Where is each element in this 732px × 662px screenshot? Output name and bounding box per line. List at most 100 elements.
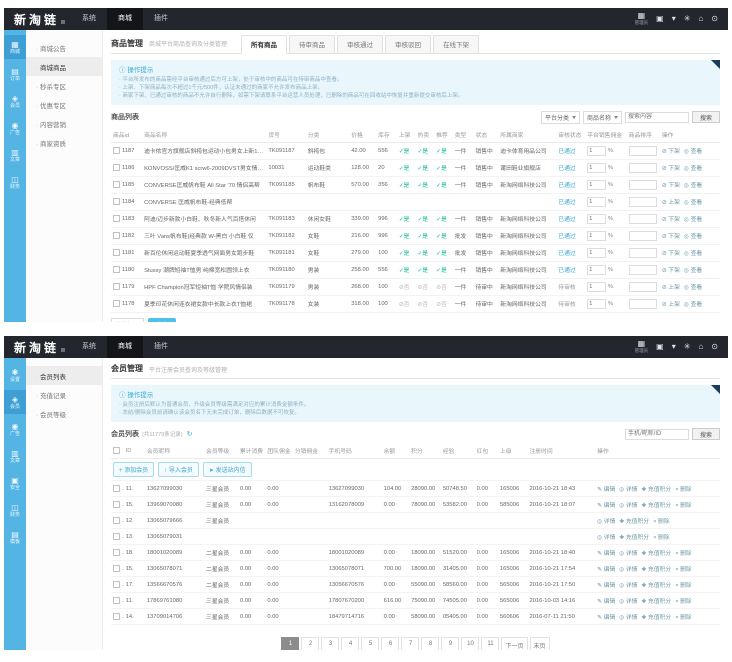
sidebar-menu-item[interactable]: 会员等级 [26,404,102,423]
row-checkbox[interactable] [113,516,120,524]
on-shelf-toggle[interactable]: ✓是 [398,251,410,257]
action-delete[interactable]: × 删除 [675,615,692,621]
on-shelf-toggle[interactable]: ✓是 [398,166,410,172]
power-icon[interactable]: ⊙ [711,341,718,351]
sidebar-menu-item[interactable]: 会员列表 [26,366,102,385]
clear-cache-icon[interactable]: ✳ [683,341,691,351]
admin-apps-icon[interactable]: ▦ 管理员 [634,339,649,354]
action-view[interactable]: ◎ 查看 [683,166,703,172]
recommend-toggle[interactable]: ✓是 [436,166,447,172]
recommend-toggle[interactable]: ✓是 [436,149,447,155]
page-button[interactable]: 3 [321,637,340,650]
action-recharge[interactable]: ✚ 充值积分 [641,503,672,509]
recommend-toggle[interactable]: ✓是 [436,268,447,274]
sort-input[interactable] [628,179,657,190]
action-delete[interactable]: × 删除 [675,503,692,509]
rail-security[interactable]: ▣ 安全 [9,476,20,491]
hot-toggle[interactable]: ✓是 [417,251,429,257]
field-filter-select[interactable]: 商品名称 [582,110,622,124]
caret-down-icon[interactable]: ▾ [671,341,676,351]
hot-toggle[interactable]: ✓是 [417,217,429,223]
page-button[interactable]: 6 [381,637,400,650]
rail-ad[interactable]: ◉ 广告 [9,422,20,437]
send-message-button[interactable]: ➤ 发送站内信 [202,462,252,477]
sidebar-menu-item[interactable]: 商家资质 [26,133,102,152]
action-off-shelf[interactable]: ⊘ 下架 [661,268,680,274]
member-search-input[interactable] [624,428,689,440]
hot-toggle[interactable]: ✓是 [417,149,429,155]
import-member-button[interactable]: ↑ 导入会员 [158,462,199,477]
page-button[interactable]: 7 [401,637,420,650]
action-recharge[interactable]: ✚ 充值积分 [641,551,672,557]
sidebar-menu-item[interactable]: 充值记录 [26,385,102,404]
page-button[interactable]: 5 [361,637,380,650]
sidebar-menu-item[interactable]: 优惠专区 [26,95,102,114]
commission-input[interactable] [587,230,607,241]
caret-down-icon[interactable]: ▾ [671,13,676,23]
add-member-button[interactable]: + 添加会员 [113,462,155,477]
action-off-shelf[interactable]: ⊘ 下架 [661,251,680,257]
row-checkbox[interactable] [113,612,120,620]
recommend-toggle[interactable]: ⊘否 [436,285,447,291]
action-detail[interactable]: ◎ 详情 [619,599,638,605]
recommend-toggle[interactable]: ✓是 [436,217,447,223]
action-recharge[interactable]: ✚ 充值积分 [641,599,672,605]
action-on-shelf[interactable]: ⊘ 上架 [661,200,680,206]
row-checkbox[interactable] [113,146,120,154]
page-button[interactable]: 2 [301,637,320,650]
sort-input[interactable] [628,264,657,275]
theme-image-icon[interactable]: ▣ [656,13,664,23]
action-delete[interactable]: × 删除 [675,567,692,573]
action-recharge[interactable]: ✚ 充值积分 [619,519,650,525]
action-delete[interactable]: × 删除 [675,599,692,605]
nav-item[interactable]: 商城 [107,8,144,30]
nav-item[interactable]: 商城 [107,336,144,358]
refresh-icon[interactable]: ↻ [186,431,193,438]
page-button[interactable]: 9 [441,637,460,650]
action-on-shelf[interactable]: ⊘ 上架 [661,285,680,291]
action-detail[interactable]: ◎ 详情 [619,551,638,557]
tab[interactable]: 审核驳回 [385,35,432,53]
row-checkbox[interactable] [113,214,120,222]
action-edit[interactable]: ✎ 编辑 [597,487,616,493]
action-delete[interactable]: × 删除 [675,551,692,557]
row-checkbox[interactable] [113,299,120,307]
action-view[interactable]: ◎ 查看 [683,302,703,308]
rail-settings[interactable]: ✱ 设置 [9,368,20,383]
action-off-shelf[interactable]: ⊘ 下架 [661,149,680,155]
nav-item[interactable]: 系统 [82,343,97,350]
action-view[interactable]: ◎ 查看 [683,217,703,223]
on-shelf-toggle[interactable]: ✓是 [398,268,410,274]
on-shelf-toggle[interactable]: ✓是 [398,217,410,223]
commission-input[interactable] [587,179,607,190]
sort-input[interactable] [628,145,657,156]
row-checkbox[interactable] [113,580,120,588]
home-icon[interactable]: ⌂ [698,13,704,23]
sidebar-menu-item[interactable]: 内容营销 [26,114,102,133]
admin-apps-icon[interactable]: ▦ 管理员 [634,11,649,26]
sort-input[interactable] [628,162,657,173]
sidebar-menu-item[interactable]: 商城商品 [26,57,102,76]
sort-input[interactable] [628,281,657,292]
page-button[interactable]: 下一页 [501,637,528,650]
bulk-action-select[interactable]: 请选择 [111,317,145,322]
action-view[interactable]: ◎ 查看 [683,268,703,274]
row-checkbox[interactable] [113,532,120,540]
action-view[interactable]: ◎ 查看 [683,149,703,155]
commission-input[interactable] [587,162,607,173]
action-edit[interactable]: ✎ 编辑 [597,551,616,557]
row-checkbox[interactable] [113,248,120,256]
on-shelf-toggle[interactable]: ⊘否 [398,302,410,308]
action-on-shelf[interactable]: ⊘ 上架 [661,302,680,308]
page-button[interactable]: 8 [421,637,440,650]
hot-toggle[interactable]: ✓是 [417,166,429,172]
action-off-shelf[interactable]: ⊘ 下架 [661,234,680,240]
hot-toggle[interactable]: ✓是 [417,183,429,189]
action-off-shelf[interactable]: ⊘ 下架 [661,183,680,189]
action-view[interactable]: ◎ 查看 [683,200,703,206]
commission-input[interactable] [587,196,607,207]
action-view[interactable]: ◎ 查看 [683,251,703,257]
sort-input[interactable] [628,196,657,207]
sort-input[interactable] [628,247,657,258]
page-button[interactable]: 1 [281,637,300,650]
